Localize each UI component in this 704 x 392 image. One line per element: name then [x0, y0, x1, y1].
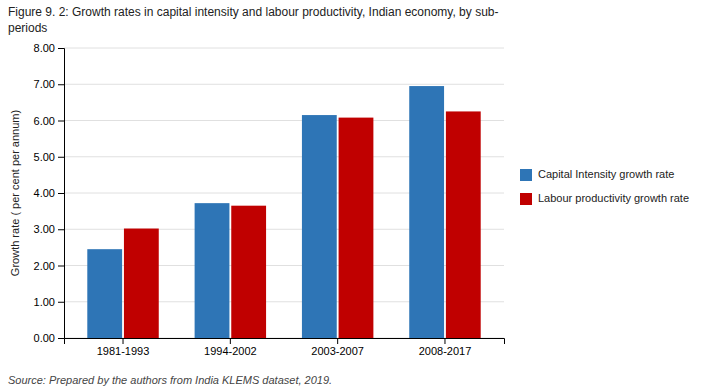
x-tick: 1981-1993 — [97, 338, 150, 357]
y-tick-mark — [58, 229, 64, 230]
x-tick-mark — [444, 338, 445, 344]
legend: Capital Intensity growth rate Labour prod… — [520, 168, 689, 205]
bar — [339, 118, 374, 338]
y-tick: 1.00 — [34, 296, 64, 308]
bar — [409, 86, 444, 338]
y-tick-mark — [58, 338, 64, 339]
bar — [231, 206, 266, 338]
y-tick-mark — [58, 84, 64, 85]
title: Figure 9. 2: Growth rates in capital int… — [8, 5, 498, 19]
bars — [87, 86, 480, 338]
x-tick-mark — [123, 338, 124, 344]
legend-item: Capital Intensity growth rate — [520, 168, 674, 181]
x-tick-mark — [230, 338, 231, 344]
y-tick: 2.00 — [34, 260, 64, 272]
grid-line — [64, 48, 504, 49]
bar-series — [87, 86, 444, 338]
plot: 1981-1993 1994-2002 2003-2007 2008-2017 0.00… — [34, 42, 505, 357]
y-tick-label: 7.00 — [34, 78, 55, 90]
y-tick-label: 0.00 — [34, 332, 55, 344]
legend-label: Labour productivity growth rate — [538, 192, 689, 204]
grid-line — [64, 84, 504, 85]
bar — [87, 249, 122, 338]
legend-swatch — [520, 169, 532, 181]
axis-domain — [65, 339, 505, 345]
grid — [64, 48, 504, 338]
y-tick-mark — [58, 121, 64, 122]
y-tick: 4.00 — [34, 187, 64, 199]
y-tick-label: 2.00 — [34, 260, 55, 272]
y-tick-mark — [58, 302, 64, 303]
x-tick-label: 1981-1993 — [97, 345, 150, 357]
y-tick-label: 1.00 — [34, 296, 55, 308]
y-tick-mark — [58, 193, 64, 194]
y-tick-label: 6.00 — [34, 115, 55, 127]
y-axis: 0.00 1.00 2.00 3.00 4.00 5.00 6.00 7.00 8.00 — [34, 42, 65, 344]
y-tick-mark — [58, 157, 64, 158]
x-tick: 2003-2007 — [311, 338, 364, 357]
y-tick-label: 5.00 — [34, 151, 55, 163]
bar — [124, 229, 159, 338]
bar — [302, 115, 337, 338]
y-tick: 3.00 — [34, 223, 64, 235]
legend-label: Capital Intensity growth rate — [538, 168, 674, 180]
bar-series — [124, 111, 481, 338]
axis-domain — [58, 49, 65, 339]
x-tick-label: 2008-2017 — [419, 345, 472, 357]
x-tick-mark — [337, 338, 338, 344]
y-tick: 0.00 — [34, 332, 64, 344]
title: periods — [8, 21, 47, 35]
y-tick: 7.00 — [34, 78, 64, 90]
y-tick: 5.00 — [34, 151, 64, 163]
y-tick-mark — [58, 266, 64, 267]
legend-swatch — [520, 193, 532, 205]
y-tick-label: 4.00 — [34, 187, 55, 199]
source: Source: Prepared by the authors from Ind… — [8, 374, 332, 386]
bar — [195, 203, 230, 338]
legend-item: Labour productivity growth rate — [520, 192, 689, 205]
y-tick: 6.00 — [34, 115, 64, 127]
x-tick: 2008-2017 — [419, 338, 472, 357]
x-axis: 1981-1993 1994-2002 2003-2007 2008-2017 — [65, 338, 505, 357]
y-tick-label: 8.00 — [34, 42, 55, 54]
x-tick-label: 1994-2002 — [204, 345, 257, 357]
x-tick-label: 2003-2007 — [311, 345, 364, 357]
y-tick-mark — [58, 48, 64, 49]
y-tick: 8.00 — [34, 42, 64, 54]
chart: Figure 9. 2: Growth rates in capital int… — [0, 0, 704, 392]
x-tick: 1994-2002 — [204, 338, 257, 357]
bar — [446, 111, 481, 338]
y-axis-title: Growth rate ( per cent per annum) — [9, 110, 21, 276]
y-tick-label: 3.00 — [34, 223, 55, 235]
